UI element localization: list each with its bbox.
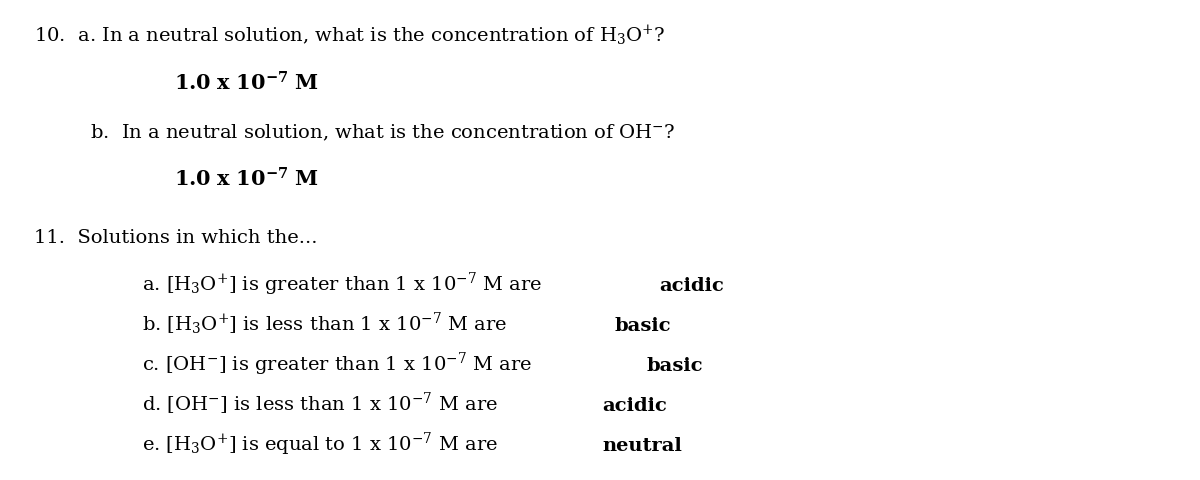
Text: $\mathbf{1.0 \ x \ 10^{-7} \ M}$: $\mathbf{1.0 \ x \ 10^{-7} \ M}$ <box>174 71 319 94</box>
Text: $\mathbf{1.0 \ x \ 10^{-7} \ M}$: $\mathbf{1.0 \ x \ 10^{-7} \ M}$ <box>174 167 319 190</box>
Text: acidic: acidic <box>602 396 667 414</box>
Text: basic: basic <box>614 316 671 334</box>
Text: b.  In a neutral solution, what is the concentration of OH$^{-}$?: b. In a neutral solution, what is the co… <box>90 122 676 143</box>
Text: b. [H$_{3}$O$^{+}$] is less than 1 x 10$^{-7}$ M are: b. [H$_{3}$O$^{+}$] is less than 1 x 10$… <box>142 310 508 336</box>
Text: neutral: neutral <box>602 436 682 454</box>
Text: acidic: acidic <box>659 276 725 294</box>
Text: 10.  a. In a neutral solution, what is the concentration of H$_{3}$O$^{+}$?: 10. a. In a neutral solution, what is th… <box>34 24 665 48</box>
Text: basic: basic <box>647 356 703 374</box>
Text: d. [OH$^{-}$] is less than 1 x 10$^{-7}$ M are: d. [OH$^{-}$] is less than 1 x 10$^{-7}$… <box>142 390 498 416</box>
Text: e. [H$_{3}$O$^{+}$] is equal to 1 x 10$^{-7}$ M are: e. [H$_{3}$O$^{+}$] is equal to 1 x 10$^… <box>142 430 498 457</box>
Text: c. [OH$^{-}$] is greater than 1 x 10$^{-7}$ M are: c. [OH$^{-}$] is greater than 1 x 10$^{-… <box>142 350 533 377</box>
Text: 11.  Solutions in which the...: 11. Solutions in which the... <box>34 228 317 246</box>
Text: a. [H$_{3}$O$^{+}$] is greater than 1 x 10$^{-7}$ M are: a. [H$_{3}$O$^{+}$] is greater than 1 x … <box>142 270 542 297</box>
